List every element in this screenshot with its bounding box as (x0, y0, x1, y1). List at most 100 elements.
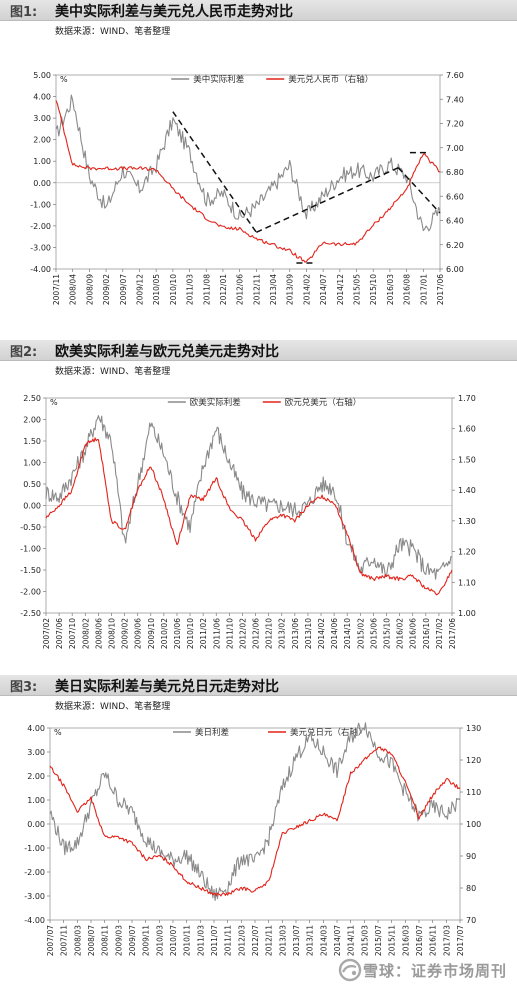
right-tick-label: 7.60 (446, 71, 464, 80)
left-tick-label: -2.00 (20, 588, 41, 597)
left-tick-label: -3.00 (30, 243, 51, 252)
x-tick-label: 2015/10 (369, 274, 378, 305)
plot-frame (55, 74, 441, 270)
left-tick-label: 1.50 (23, 437, 41, 446)
x-tick-label: 2016/11 (429, 925, 438, 956)
data-source: 数据来源：WIND、笔者整理 (55, 367, 171, 377)
figure-header: 图1: 美中实际利差与美元兑人民币走势对比 (0, 0, 517, 22)
right-tick-label: 6.40 (446, 217, 464, 226)
x-tick-label: 2007/10 (68, 618, 77, 649)
left-tick-label: 4.00 (33, 93, 51, 102)
x-tick-label: 2014/11 (347, 925, 356, 956)
series-line (45, 437, 453, 596)
left-tick-label: -1.00 (24, 844, 45, 853)
x-tick-label: 2015/02 (356, 618, 365, 649)
x-tick-label: 2010/02 (160, 618, 169, 649)
right-tick-label: 7.00 (446, 144, 464, 153)
figure-title: 美日实际利差与美元兑日元走势对比 (55, 679, 279, 695)
left-tick-label: -2.00 (24, 868, 45, 877)
x-tick-label: 2015/03 (360, 925, 369, 956)
left-tick-label: 0.00 (33, 179, 51, 188)
series-line (45, 415, 453, 580)
x-tick-label: 2011/11 (224, 925, 233, 956)
left-tick-label: -2.00 (30, 222, 51, 231)
x-tick-label: 2007/11 (60, 925, 69, 956)
x-tick-label: 2008/09 (85, 274, 94, 305)
figure-title: 欧美实际利差与欧元兑美元走势对比 (55, 344, 279, 360)
x-tick-label: 2009/11 (142, 925, 151, 956)
x-tick-label: 2011/10 (225, 618, 234, 649)
x-tick-label: 2016/06 (409, 618, 418, 649)
x-tick-label: 2013/10 (304, 618, 313, 649)
x-tick-label: 2013/03 (278, 925, 287, 956)
x-tick-label: 2011/06 (212, 618, 221, 649)
x-tick-label: 2012/11 (265, 925, 274, 956)
x-tick-label: 2012/06 (236, 274, 245, 305)
left-tick-label: -3.00 (24, 892, 45, 901)
x-tick-label: 2011/02 (199, 618, 208, 649)
x-tick-label: 2015/10 (383, 618, 392, 649)
figure-number: 图1: (10, 5, 38, 20)
x-tick-label: 2012/03 (237, 925, 246, 956)
left-axis-unit: % (50, 398, 58, 407)
data-source: 数据来源：WIND、笔者整理 (55, 702, 171, 712)
x-tick-label: 2014/03 (319, 925, 328, 956)
x-tick-label: 2009/02 (121, 618, 130, 649)
x-tick-label: 2011/03 (186, 274, 195, 305)
legend-entry: 美中实际利差 (193, 74, 244, 85)
trend-dashed-line (397, 167, 441, 214)
x-tick-label: 2010/07 (169, 925, 178, 956)
left-axis-unit: % (60, 75, 68, 84)
series-line (55, 100, 441, 263)
figure-title-bar (0, 340, 517, 361)
chart-2: 2.50 2.00 1.50 1.00 0.50 0.00 -0.50 -1.00 -1.50 -… (20, 394, 476, 649)
legend-entry: 美元兑日元（右轴） (290, 727, 367, 738)
x-tick-label: 2011/08 (202, 274, 211, 305)
x-tick-label: 2010/05 (152, 274, 161, 305)
x-tick-label: 2009/07 (119, 274, 128, 305)
x-tick-label: 2016/03 (401, 925, 410, 956)
x-tick-label: 2014/07 (319, 274, 328, 305)
right-tick-label: 100 (466, 820, 481, 829)
left-tick-label: 4.00 (27, 724, 45, 733)
right-tick-label: 6.00 (446, 265, 464, 274)
right-tick-label: 1.30 (458, 517, 476, 526)
right-tick-label: 6.20 (446, 241, 464, 250)
x-tick-label: 2007/11 (52, 274, 61, 305)
x-tick-label: 2016/07 (415, 925, 424, 956)
x-tick-label: 2013/06 (291, 618, 300, 649)
x-tick-label: 2008/10 (107, 618, 116, 649)
x-tick-label: 2008/03 (73, 925, 82, 956)
x-tick-label: 2007/02 (42, 618, 51, 649)
left-tick-label: 5.00 (33, 71, 51, 80)
x-tick-label: 2015/06 (369, 618, 378, 649)
left-tick-label: -1.50 (20, 566, 41, 575)
x-tick-label: 2013/09 (286, 274, 295, 305)
right-tick-label: 1.00 (458, 609, 476, 618)
right-tick-label: 6.80 (446, 168, 464, 177)
x-tick-label: 2015/11 (388, 925, 397, 956)
x-tick-label: 2008/02 (81, 618, 90, 649)
x-tick-label: 2017/06 (436, 274, 445, 305)
x-tick-label: 2010/03 (155, 925, 164, 956)
trend-dashed-line (172, 111, 257, 233)
legend-entry: 美日利差 (195, 727, 229, 738)
right-tick-label: 7.20 (446, 120, 464, 129)
chart-3: 4.00 3.00 2.00 1.00 0.00 -1.00 -2.00 -3.00 -4.00… (24, 722, 481, 956)
left-tick-label: -2.50 (20, 609, 41, 618)
right-tick-label: 1.10 (458, 578, 476, 587)
x-tick-label: 2010/10 (186, 618, 195, 649)
left-tick-label: 3.00 (27, 748, 45, 757)
x-tick-label: 2014/02 (317, 618, 326, 649)
x-tick-label: 2010/11 (183, 925, 192, 956)
x-tick-label: 2007/06 (55, 618, 64, 649)
x-tick-label: 2012/10 (265, 618, 274, 649)
x-tick-label: 2012/11 (252, 274, 261, 305)
trend-dashed-line (256, 167, 399, 234)
x-tick-label: 2009/12 (135, 274, 144, 305)
right-tick-label: 7.40 (446, 95, 464, 104)
x-tick-label: 2016/02 (396, 618, 405, 649)
x-tick-label: 2016/08 (403, 274, 412, 305)
figure-title-bar (0, 675, 517, 696)
right-tick-label: 1.50 (458, 455, 476, 464)
